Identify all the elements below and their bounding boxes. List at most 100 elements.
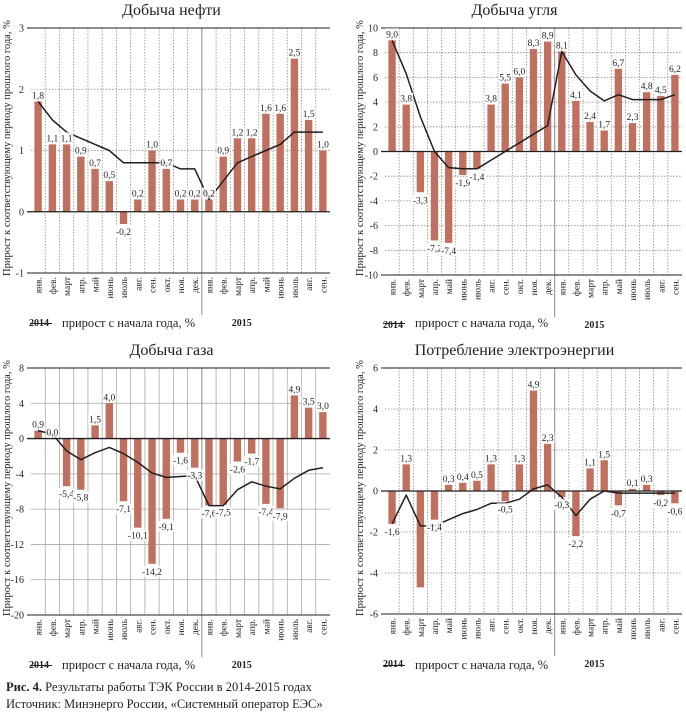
data-label: -5,8 [73,494,88,504]
chart-svg: -20 -16 -12 -8 -4 0 4 8 0,90,0 -5,4 -5,8 1,5 4,0 -7,1… [11,364,330,671]
data-label-bg [202,187,216,199]
data-label: 4,1 [570,91,582,101]
data-label: -2,2 [568,540,583,550]
x-tick-label: апр. [601,618,611,634]
bar [119,438,128,502]
data-label-bg [230,126,245,138]
legend-line-swatch [30,665,52,666]
bar [105,403,114,439]
data-label-bg [126,529,149,541]
data-label-bg [639,472,654,484]
bar [219,156,227,212]
data-label: 1,2 [246,128,258,138]
data-label-bg [58,488,76,500]
bar [459,151,467,175]
x-tick-label: апр. [77,619,87,635]
x-tick-label: май [261,277,272,292]
x-tick-label: авг. [305,277,315,291]
chart-panel-oil: Добыча нефти Прирост к соответствующему … [0,0,343,340]
bar [529,48,538,152]
x-tick-label: апр. [248,277,258,293]
legend-line-swatch [383,665,405,666]
data-label: -1,6 [385,528,400,538]
data-label-bg [583,109,598,121]
legend: прирост с начала года, % [30,316,195,331]
x-tick-label: март [587,278,597,298]
data-label: 8,9 [542,32,554,42]
x-tick-label: март [234,276,244,296]
x-tick-label: янв. [558,618,568,634]
x-tick-label: янв. [35,619,45,635]
data-label: 3,8 [400,95,412,105]
legend-label: прирост с начала года, % [62,658,196,672]
figure-text: Результаты работы ТЭК России в 2014-2015… [42,680,312,694]
data-label-bg [216,144,231,156]
data-label-bg [186,469,204,481]
legend: прирост с начала года, % [383,658,548,673]
x-tick-label: янв. [35,277,45,293]
bar [572,100,580,152]
data-label-bg [568,88,583,100]
bar [600,460,608,491]
bar [304,407,313,439]
data-label-bg [567,538,585,550]
x-tick-label: сен. [502,279,512,295]
y-tick-label: -10 [365,271,378,282]
bar [119,211,128,224]
data-label: -14,2 [142,568,162,578]
y-tick-label: -1 [16,269,24,280]
bar [558,491,566,498]
figure-caption: Рис. 4. Результаты работы ТЭК России в 2… [6,680,312,695]
data-label: 0,5 [103,171,115,181]
x-tick-label: фев. [48,619,59,636]
y-tick-label: -6 [370,221,378,232]
data-label-bg [287,46,302,58]
bar [262,438,270,504]
x-tick-label: июль [120,276,130,298]
data-label-bg [411,194,429,206]
data-label: -1,7 [244,458,259,468]
data-label: 0,5 [471,471,483,481]
x-tick-label: окт. [516,279,526,294]
bar [671,74,679,152]
data-label: 9,0 [386,30,398,40]
data-label-bg [639,80,654,92]
bar [671,491,679,504]
bar [219,438,227,505]
x-tick-label: май [91,277,102,292]
y-tick-label: -20 [11,611,24,622]
data-label: -0,2 [653,499,668,509]
cumulative-line [37,101,323,201]
y-tick-label: 0 [19,434,24,445]
y-tick-label: 4 [373,98,378,109]
data-label: 4,0 [103,393,115,403]
bar [34,101,42,212]
data-label: 6,7 [612,59,624,69]
data-label-bg [45,132,60,144]
data-label-bg [301,107,316,119]
x-tick-label: дек. [544,279,554,295]
data-label: 1,1 [584,458,596,468]
data-label: 4,9 [288,385,300,395]
y-tick-label: 8 [19,364,24,375]
bar [176,199,185,212]
x-tick-label: сен. [319,277,329,293]
x-tick-label: янв. [205,619,215,635]
bar [91,168,99,212]
bar [628,488,637,491]
data-label-bg [31,418,46,430]
bar [262,113,270,212]
bar [134,199,142,212]
x-tick-label: янв. [558,279,568,295]
x-tick-label: сен. [319,619,329,635]
bar [77,438,85,490]
x-tick-label: авг. [657,279,667,293]
x-tick-label: авг. [134,277,144,291]
data-label-bg [425,242,444,254]
x-tick-label: дек. [191,619,201,635]
data-label: 6,0 [513,67,525,77]
data-label: 1,5 [89,415,101,425]
x-tick-label: июль [473,617,483,639]
x-tick-label: фев. [571,618,582,635]
x-tick-label: сен. [671,618,681,634]
